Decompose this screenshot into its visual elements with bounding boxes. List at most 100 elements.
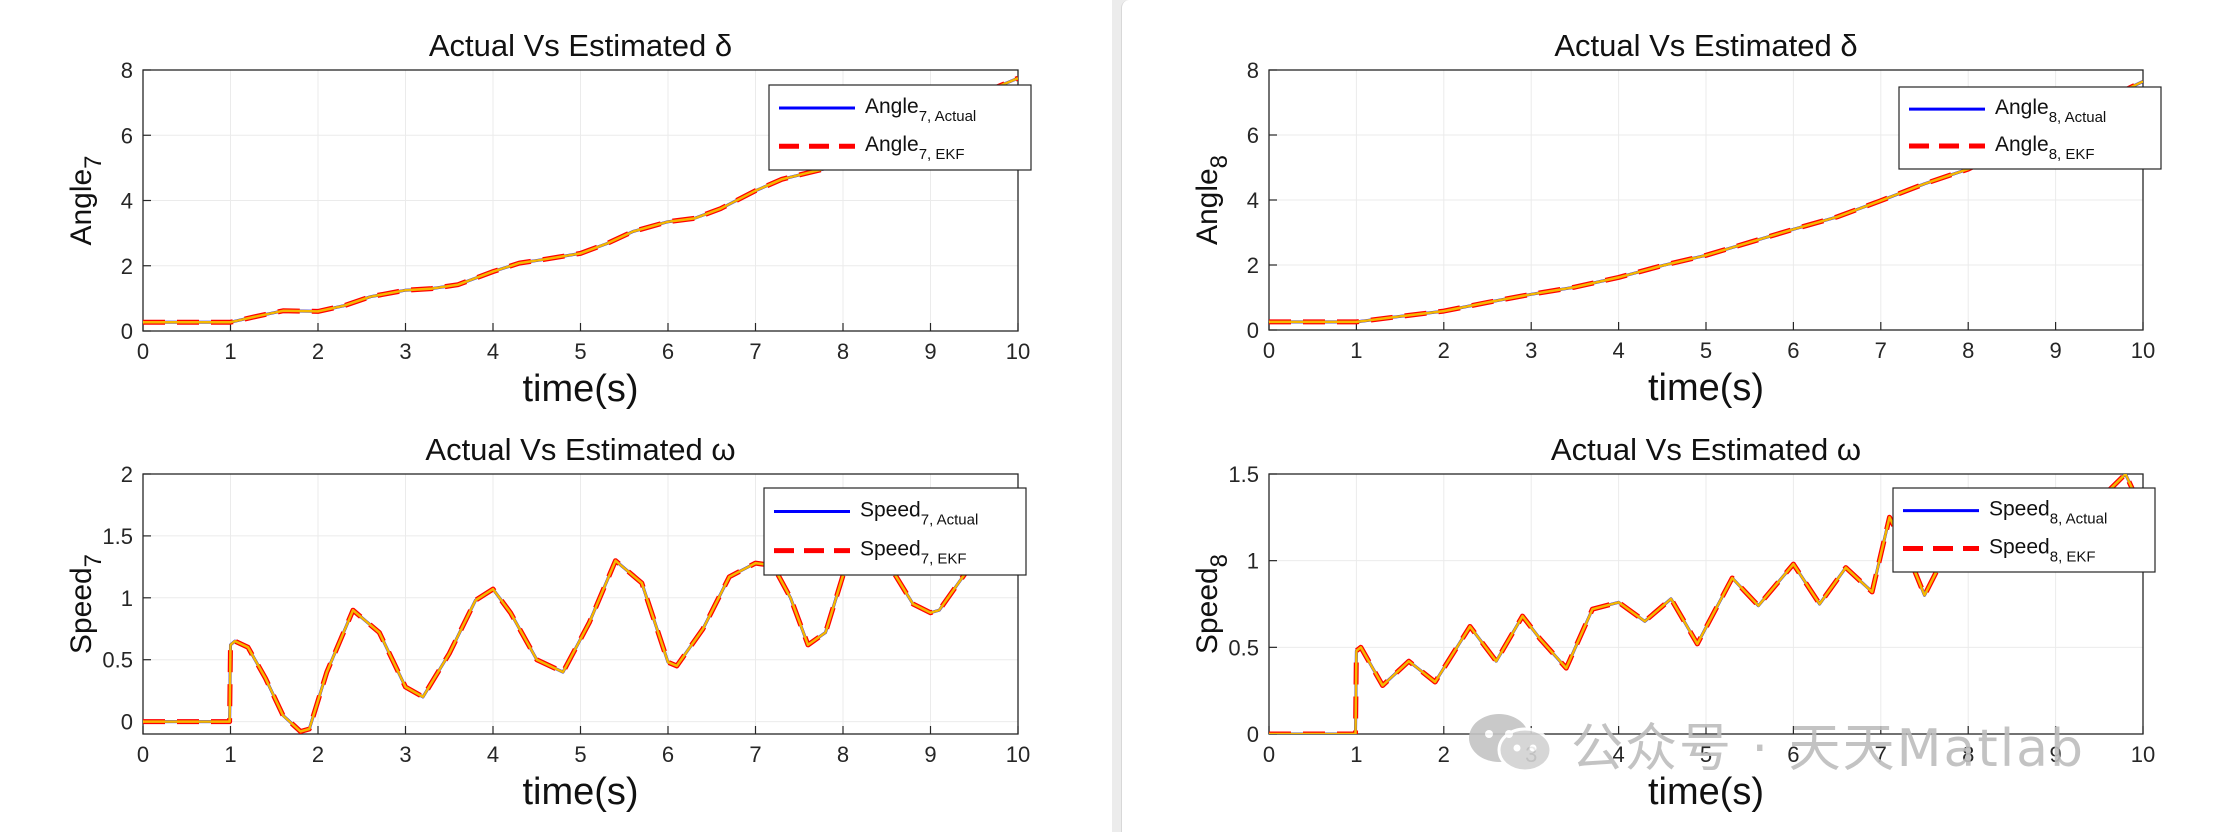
legend-entry: Speed7, Actual (860, 498, 978, 528)
x-tick-label: 9 (924, 339, 936, 364)
legend-entry: Speed8, Actual (1989, 498, 2107, 528)
watermark: 公众号 · 天天Matlab (1465, 708, 2085, 779)
x-tick-label: 5 (574, 742, 586, 767)
y-axis-label: Angle7 (65, 155, 107, 245)
x-tick-label: 5 (1700, 742, 1712, 767)
left-figure-panel: 0 1 2 3 4 5 6 7 8 9 10 0 2 4 6 8 Actual Vs Estimated δ ti… (0, 0, 1112, 832)
x-tick-label: 3 (399, 742, 411, 767)
legend-entry-sub: 7, Actual (919, 108, 977, 125)
x-tick-label: 3 (399, 339, 411, 364)
x-tick-label: 3 (1525, 338, 1537, 363)
x-tick-label: 4 (1612, 742, 1624, 767)
legend-entry-name: Angle (865, 95, 919, 118)
x-tick-label: 1 (224, 742, 236, 767)
x-tick-label: 2 (312, 339, 324, 364)
legend-entry-sub: 8, Actual (2050, 511, 2108, 528)
legend-entry: Speed7, EKF (860, 538, 967, 568)
y-tick-label: 8 (121, 58, 133, 83)
legend-entry: Angle8, EKF (1995, 133, 2095, 163)
x-tick-label: 8 (1962, 742, 1974, 767)
x-tick-label: 7 (749, 339, 761, 364)
y-axis-label: Speed7 (65, 554, 107, 654)
legend-entry-sub: 7, Actual (921, 511, 979, 528)
legend-box (1898, 86, 2162, 170)
y-tick-label: 1.5 (1228, 462, 1259, 487)
legend-entry-sub: 8, Actual (2049, 109, 2107, 126)
x-tick-label: 1 (224, 339, 236, 364)
chart-angle8: 0 1 2 3 4 5 6 7 8 9 10 0 2 4 6 8 Actual Vs Estimated δ ti… (1191, 28, 2162, 409)
y-axis-label-sub: 8 (1206, 554, 1233, 567)
y-tick-label: 0.5 (1228, 635, 1259, 660)
x-tick-label: 10 (2131, 742, 2155, 767)
wechat-icon (1469, 714, 1553, 773)
x-tick-label: 8 (837, 339, 849, 364)
y-tick-label: 8 (1247, 58, 1259, 83)
x-tick-label: 4 (487, 339, 499, 364)
x-tick-label: 6 (662, 742, 674, 767)
y-axis-label-main: Speed (1191, 567, 1224, 654)
legend-box (1892, 487, 2156, 573)
x-tick-label: 2 (1438, 742, 1450, 767)
legend-entry-sub: 7, EKF (921, 551, 967, 568)
x-tick-label: 7 (1875, 338, 1887, 363)
y-tick-label: 2 (121, 462, 133, 487)
y-axis-label-main: Speed (65, 567, 98, 654)
chart-angle7: 0 1 2 3 4 5 6 7 8 9 10 0 2 4 6 8 Actual Vs Estimated δ ti… (65, 28, 1032, 410)
legend-entry-name: Speed (1989, 498, 2050, 521)
legend-box (768, 84, 1032, 171)
legend-entry: Speed8, EKF (1989, 535, 2096, 565)
axes-box (142, 69, 1019, 332)
x-axis-label: time(s) (522, 368, 638, 410)
x-tick-label: 2 (1438, 338, 1450, 363)
y-axis-label-sub: 8 (1206, 155, 1233, 168)
x-tick-label: 4 (1612, 338, 1624, 363)
x-tick-label: 9 (924, 742, 936, 767)
x-tick-label: 10 (1006, 339, 1030, 364)
x-tick-label: 2 (312, 742, 324, 767)
y-tick-label: 2 (121, 254, 133, 279)
x-tick-label: 10 (1006, 742, 1030, 767)
x-tick-label: 7 (749, 742, 761, 767)
y-axis-label: Angle8 (1191, 155, 1233, 245)
y-tick-label: 6 (121, 123, 133, 148)
x-tick-label: 0 (137, 339, 149, 364)
legend-entry-sub: 8, EKF (2050, 548, 2096, 565)
y-axis-label-main: Angle (1191, 168, 1224, 245)
y-tick-label: 0 (1247, 722, 1259, 747)
x-axis-label: time(s) (1648, 367, 1764, 409)
y-tick-label: 6 (1247, 123, 1259, 148)
legend-entry: Angle7, Actual (865, 95, 976, 125)
x-axis-label: time(s) (522, 771, 638, 813)
y-tick-label: 2 (1247, 253, 1259, 278)
legend-entry: Angle8, Actual (1995, 96, 2106, 126)
axes-box (142, 473, 1019, 735)
y-tick-label: 0.5 (102, 648, 133, 673)
y-axis-label-sub: 7 (80, 155, 107, 168)
x-tick-label: 1 (1350, 742, 1362, 767)
y-tick-label: 0 (1247, 318, 1259, 343)
legend-entry-name: Angle (1995, 133, 2049, 156)
x-axis-label: time(s) (1648, 771, 1764, 813)
chart-title: Actual Vs Estimated ω (425, 432, 735, 467)
y-axis-label: Speed8 (1191, 554, 1233, 654)
x-tick-label: 5 (574, 339, 586, 364)
y-axis-label-main: Angle (65, 169, 98, 246)
x-tick-label: 0 (1263, 742, 1275, 767)
x-tick-label: 8 (1962, 338, 1974, 363)
y-tick-label: 1 (121, 586, 133, 611)
y-tick-label: 4 (121, 189, 133, 214)
axes-box (1268, 69, 2144, 331)
x-tick-label: 0 (137, 742, 149, 767)
legend-entry-sub: 7, EKF (919, 146, 965, 163)
x-tick-label: 5 (1700, 338, 1712, 363)
legend-entry: Angle7, EKF (865, 133, 965, 163)
x-tick-label: 0 (1263, 338, 1275, 363)
legend-entry-name: Speed (1989, 535, 2050, 558)
y-tick-label: 4 (1247, 188, 1259, 213)
legend-entry-name: Angle (865, 133, 919, 156)
legend-entry-sub: 8, EKF (2049, 146, 2095, 163)
y-tick-label: 0 (121, 710, 133, 735)
right-figure-panel: 0 1 2 3 4 5 6 7 8 9 10 0 2 4 6 8 Actual Vs Estimated δ ti… (1121, 0, 2227, 832)
x-tick-label: 6 (1787, 742, 1799, 767)
x-tick-label: 6 (1787, 338, 1799, 363)
